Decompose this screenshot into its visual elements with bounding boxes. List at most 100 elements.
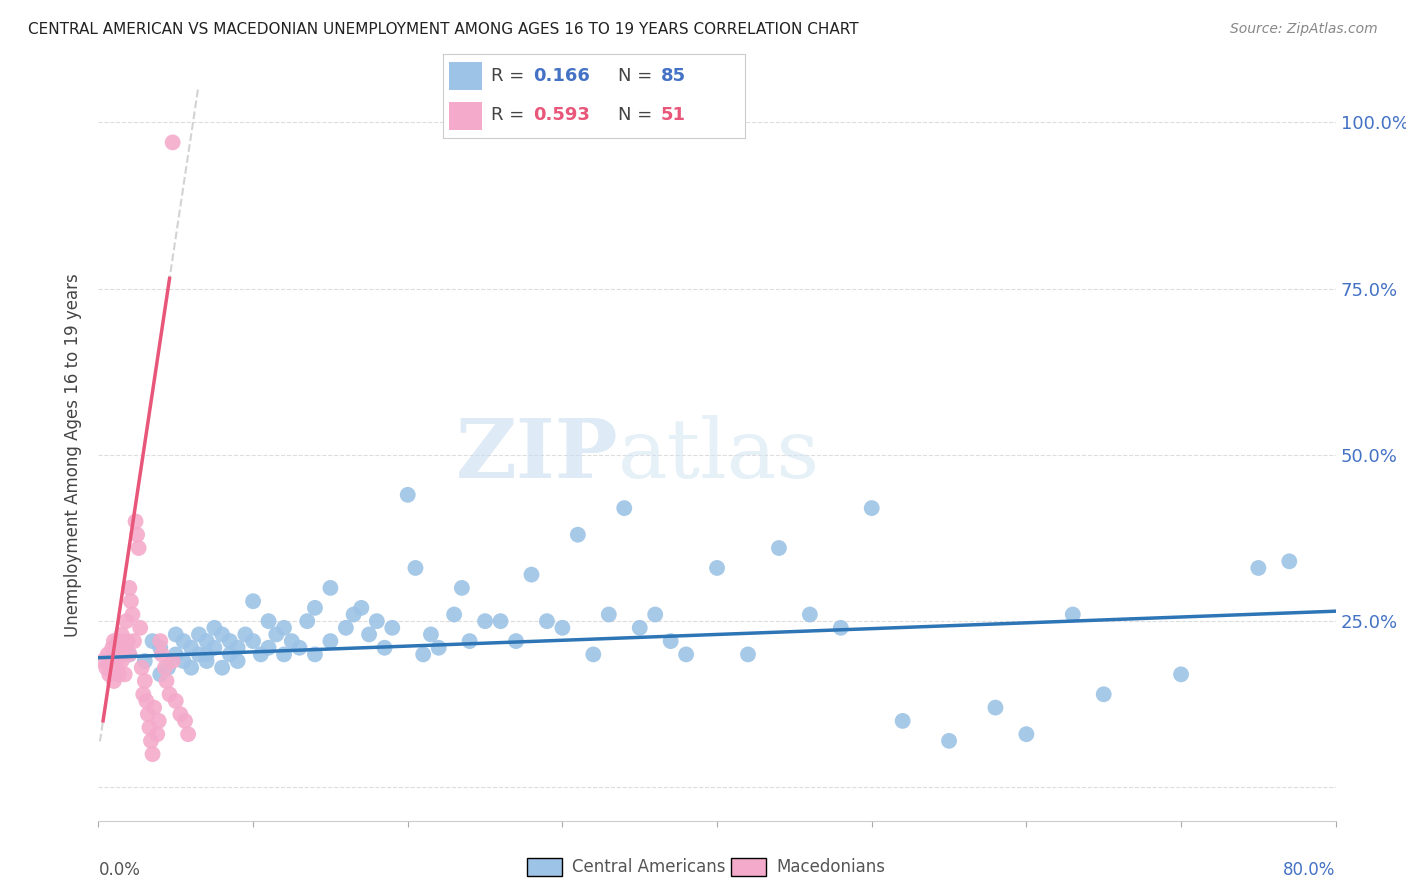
Point <box>1092 687 1115 701</box>
Point <box>134 654 156 668</box>
Point <box>242 634 264 648</box>
Point <box>104 661 127 675</box>
Point <box>381 621 404 635</box>
Point <box>737 648 759 662</box>
Point <box>257 640 280 655</box>
Point <box>121 607 143 622</box>
Point <box>142 634 165 648</box>
Point <box>174 714 197 728</box>
Point <box>128 541 150 555</box>
Point <box>195 634 218 648</box>
Point <box>266 627 288 641</box>
Text: 80.0%: 80.0% <box>1284 861 1336 879</box>
Point <box>122 634 145 648</box>
Point <box>107 667 129 681</box>
Point <box>155 673 177 688</box>
Point <box>443 607 465 622</box>
Text: Source: ZipAtlas.com: Source: ZipAtlas.com <box>1230 22 1378 37</box>
Text: N =: N = <box>619 67 658 85</box>
Text: CENTRAL AMERICAN VS MACEDONIAN UNEMPLOYMENT AMONG AGES 16 TO 19 YEARS CORRELATIO: CENTRAL AMERICAN VS MACEDONIAN UNEMPLOYM… <box>28 22 859 37</box>
Point <box>177 727 200 741</box>
Point <box>188 627 211 641</box>
Point <box>343 607 366 622</box>
Point <box>450 581 472 595</box>
Point <box>297 614 319 628</box>
Text: Central Americans: Central Americans <box>572 858 725 876</box>
Point <box>104 648 127 662</box>
Point <box>204 640 226 655</box>
Point <box>235 627 257 641</box>
Y-axis label: Unemployment Among Ages 16 to 19 years: Unemployment Among Ages 16 to 19 years <box>65 273 83 637</box>
Point <box>984 700 1007 714</box>
Point <box>118 648 141 662</box>
Point <box>219 648 242 662</box>
Point <box>117 634 139 648</box>
Point <box>180 661 202 675</box>
Point <box>149 667 172 681</box>
Point <box>157 661 180 675</box>
Point <box>195 648 218 662</box>
Point <box>489 614 512 628</box>
Point <box>195 654 218 668</box>
Point <box>124 515 146 529</box>
Point <box>706 561 728 575</box>
Point <box>134 673 156 688</box>
Point <box>118 581 141 595</box>
Text: Macedonians: Macedonians <box>776 858 886 876</box>
Point <box>675 648 697 662</box>
Point <box>111 654 134 668</box>
Point <box>799 607 821 622</box>
Point <box>211 627 233 641</box>
Point <box>350 600 373 615</box>
Point <box>143 700 166 714</box>
Point <box>250 648 273 662</box>
Point <box>132 687 155 701</box>
Point <box>173 654 195 668</box>
Point <box>127 527 149 541</box>
Point <box>396 488 419 502</box>
Text: 0.0%: 0.0% <box>98 861 141 879</box>
Point <box>165 627 187 641</box>
Point <box>281 634 304 648</box>
Point <box>567 527 589 541</box>
Point <box>768 541 790 555</box>
Point <box>165 694 187 708</box>
Point <box>582 648 605 662</box>
Point <box>405 561 427 575</box>
Point <box>131 661 153 675</box>
Point <box>107 634 129 648</box>
Point <box>148 714 170 728</box>
Point <box>659 634 682 648</box>
Point <box>173 634 195 648</box>
Point <box>304 600 326 615</box>
Point <box>628 621 651 635</box>
Point <box>97 648 120 662</box>
Point <box>226 640 249 655</box>
Point <box>860 501 883 516</box>
Point <box>91 654 114 668</box>
Point <box>180 640 202 655</box>
Point <box>1170 667 1192 681</box>
Point <box>162 136 184 150</box>
Point <box>242 594 264 608</box>
Point <box>98 667 121 681</box>
Point <box>112 640 135 655</box>
Point <box>598 607 620 622</box>
Bar <box>449 62 482 90</box>
Point <box>139 734 162 748</box>
Text: R =: R = <box>491 67 530 85</box>
Point <box>219 634 242 648</box>
Point <box>146 727 169 741</box>
Point <box>114 667 136 681</box>
Point <box>366 614 388 628</box>
Point <box>335 621 357 635</box>
Point <box>551 621 574 635</box>
Text: 0.166: 0.166 <box>534 67 591 85</box>
Text: N =: N = <box>619 106 658 124</box>
Point <box>427 640 450 655</box>
Point <box>1278 554 1301 568</box>
Point <box>505 634 527 648</box>
Point <box>1062 607 1084 622</box>
Point <box>644 607 666 622</box>
Text: 51: 51 <box>661 106 686 124</box>
